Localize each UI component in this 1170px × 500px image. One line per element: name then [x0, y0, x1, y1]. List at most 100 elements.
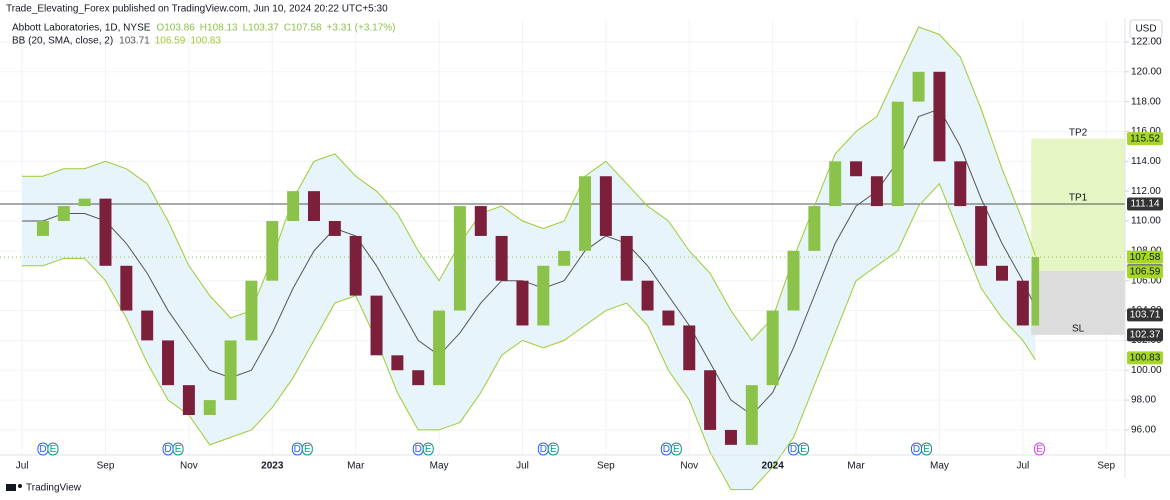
candle	[57, 206, 70, 222]
candle	[433, 310, 446, 386]
candle	[787, 250, 800, 311]
price-tag	[1127, 250, 1163, 264]
event-marker[interactable]	[798, 442, 810, 456]
x-tick-label: Nov	[180, 461, 198, 472]
y-tick-label: 122.00	[1131, 37, 1162, 48]
candle	[182, 385, 195, 416]
x-tick-label: 2023	[261, 461, 284, 472]
candle	[203, 400, 216, 416]
candle	[891, 101, 904, 207]
y-tick-label: 100.00	[1131, 365, 1162, 376]
trade-level-label: TP2	[1069, 127, 1088, 138]
event-marker[interactable]	[422, 442, 434, 456]
price-tag-label: 100.83	[1130, 352, 1161, 363]
x-tick-label: May	[430, 461, 449, 472]
candle	[599, 176, 612, 236]
event-letter: E	[50, 444, 57, 455]
legend-indicator-value: 106.59	[155, 36, 186, 47]
candle	[516, 280, 529, 326]
x-tick-label: Jul	[1016, 461, 1029, 472]
x-tick-label: Jul	[516, 461, 529, 472]
legend-value: C107.58	[284, 23, 322, 34]
candle	[766, 310, 779, 386]
y-tick-label: 114.00	[1131, 156, 1161, 167]
bb-fill	[22, 27, 1036, 490]
candle	[412, 370, 425, 386]
event-letter: E	[425, 444, 432, 455]
candle	[266, 221, 279, 281]
candle	[870, 176, 883, 207]
legend-value: +3.31 (+3.17%)	[327, 23, 396, 34]
candle	[245, 280, 258, 341]
x-tick-label: Mar	[847, 461, 865, 472]
candle	[141, 310, 154, 341]
event-letter: D	[415, 444, 422, 455]
event-marker[interactable]	[172, 442, 184, 456]
event-letter: E	[923, 444, 930, 455]
candle	[808, 206, 821, 251]
event-letter: D	[790, 444, 797, 455]
candle	[474, 206, 487, 236]
event-letter: E	[1036, 444, 1043, 455]
trade-level-label: SL	[1072, 324, 1085, 335]
candle	[641, 280, 654, 311]
event-letter: D	[540, 444, 547, 455]
candle	[349, 235, 362, 296]
currency-label: USD	[1135, 24, 1156, 35]
candle	[620, 235, 633, 281]
currency-button[interactable]	[1129, 19, 1163, 39]
candle	[162, 340, 175, 386]
price-tag-label: 106.59	[1130, 267, 1161, 278]
event-marker[interactable]	[301, 442, 313, 456]
event-marker[interactable]	[547, 442, 559, 456]
event-marker[interactable]	[47, 442, 59, 456]
candle	[1031, 257, 1040, 326]
y-tick-label: 98.00	[1131, 395, 1156, 406]
event-letter: E	[673, 444, 680, 455]
candle	[558, 250, 571, 266]
price-tag-label: 103.71	[1130, 310, 1161, 321]
x-tick-label: Nov	[680, 461, 698, 472]
x-tick-label: May	[930, 461, 949, 472]
price-tag	[1127, 197, 1163, 211]
candle	[683, 325, 696, 371]
x-tick-label: Sep	[97, 461, 115, 472]
candle	[1016, 280, 1029, 326]
event-letter: E	[800, 444, 807, 455]
candle	[579, 176, 592, 251]
price-tag	[1127, 132, 1163, 146]
y-tick-label: 112.00	[1131, 186, 1161, 197]
event-marker[interactable]	[1034, 442, 1046, 456]
candle	[975, 206, 988, 266]
candle	[724, 429, 737, 445]
price-tag	[1127, 328, 1163, 342]
price-tag-label: 107.58	[1130, 252, 1161, 263]
event-letter: D	[913, 444, 920, 455]
candle	[745, 385, 758, 445]
plot-area: TP2 TP1 SL	[0, 20, 1125, 491]
event-marker[interactable]	[670, 442, 682, 456]
event-letter: D	[39, 444, 46, 455]
candle	[224, 340, 237, 401]
candle	[954, 161, 967, 207]
price-tag-label: 115.52	[1130, 133, 1160, 144]
candle	[328, 221, 341, 236]
trade-level-label: TP1	[1069, 193, 1088, 204]
price-tag-label: 111.14	[1130, 199, 1160, 210]
candle	[370, 295, 383, 356]
candle	[99, 198, 112, 266]
legend-value: O103.86	[156, 23, 195, 34]
event-marker[interactable]	[921, 442, 933, 456]
y-tick-label: 118.00	[1131, 96, 1161, 107]
candle	[912, 71, 925, 102]
price-tag	[1127, 308, 1163, 322]
footer-logo	[6, 484, 22, 491]
candle	[78, 198, 91, 207]
footer: TradingView	[26, 483, 82, 494]
candle	[120, 265, 133, 311]
candle	[829, 161, 842, 207]
candle	[391, 355, 404, 371]
x-tick-label: Mar	[347, 461, 365, 472]
